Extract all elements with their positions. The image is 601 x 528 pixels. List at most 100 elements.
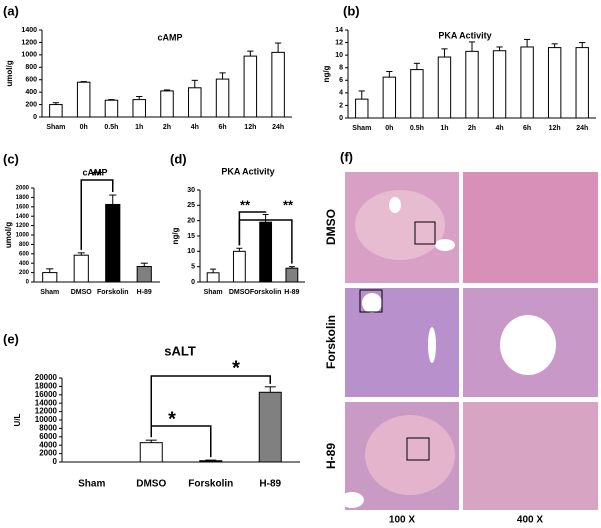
y-tick-label: 600 xyxy=(19,251,30,257)
image xyxy=(340,492,364,508)
y-tick-label: 200 xyxy=(25,101,37,108)
y-tick-label: 1200 xyxy=(21,39,37,46)
x-tick-label: 4h xyxy=(191,124,199,131)
image xyxy=(435,239,455,251)
panel-label: (b) xyxy=(343,3,360,18)
y-tick-label: 1600 xyxy=(16,204,30,210)
bar xyxy=(139,442,163,463)
histology-images xyxy=(340,172,598,510)
x-tick-label: 0h xyxy=(80,124,88,131)
x-tick-label: 6h xyxy=(523,125,531,132)
y-tick-label: 800 xyxy=(25,64,37,71)
y-tick-label: 10 xyxy=(187,248,195,255)
y-tick-label: 20 xyxy=(187,218,195,225)
y-tick-label: 14 xyxy=(335,27,343,34)
y-axis-label: umol/g xyxy=(4,222,13,248)
bar xyxy=(465,50,479,119)
y-tick-label: 14000 xyxy=(35,398,58,407)
x-tick-label: 24h xyxy=(272,124,284,131)
y-tick-label: 1400 xyxy=(16,214,30,220)
bar xyxy=(49,104,63,118)
x-tick-label: 24h xyxy=(576,125,588,132)
x-tick-label: 1h xyxy=(440,125,448,132)
y-tick-label: 1000 xyxy=(21,52,37,59)
bar xyxy=(206,272,220,283)
x-tick-label: H-89 xyxy=(137,289,152,296)
y-tick-label: 18000 xyxy=(35,382,58,391)
panel-label: (c) xyxy=(3,151,19,166)
chart-title: PKA Activity xyxy=(438,30,491,40)
x-tick-label: 2h xyxy=(468,125,476,132)
bar xyxy=(382,76,397,119)
chart-title: sALT xyxy=(164,343,196,358)
significance-bracket xyxy=(80,179,114,250)
x-tick-label: Forskolin xyxy=(97,289,129,296)
x-tick-label: 6h xyxy=(218,124,226,131)
image xyxy=(463,402,598,510)
x-tick-label: Sham xyxy=(352,125,371,132)
x-tick-label: Forskolin xyxy=(250,289,282,296)
image xyxy=(500,315,556,375)
bar xyxy=(132,99,146,118)
y-tick-label: 1800 xyxy=(16,195,30,201)
bar xyxy=(410,69,424,119)
row-label: Forskolin xyxy=(324,315,338,369)
y-tick-label: 400 xyxy=(19,261,30,267)
row-label: H-89 xyxy=(324,443,338,469)
bar xyxy=(271,51,285,118)
y-axis-label: ng/g xyxy=(171,227,180,244)
x-tick-label: 2h xyxy=(163,124,171,131)
bar xyxy=(259,221,273,283)
y-axis-label: U/L xyxy=(13,413,22,426)
image xyxy=(428,327,436,363)
y-tick-label: 0 xyxy=(26,280,30,286)
chart-title: cAMP xyxy=(157,32,182,42)
x-tick-label: Sham xyxy=(40,289,59,296)
x-tick-label: H-89 xyxy=(284,289,299,296)
x-tick-label: 12h xyxy=(244,124,256,131)
bar xyxy=(437,56,452,119)
y-tick-label: 2000 xyxy=(16,186,30,192)
y-tick-label: 6 xyxy=(339,77,343,84)
bar xyxy=(76,81,91,118)
column-label: 100 X xyxy=(389,515,415,526)
x-tick-label: 12h xyxy=(549,125,561,132)
y-tick-label: 8000 xyxy=(39,424,57,433)
bar xyxy=(258,391,282,463)
inset-box xyxy=(359,289,383,313)
y-tick-label: 2 xyxy=(339,102,343,109)
bar xyxy=(547,47,562,119)
image xyxy=(365,415,455,495)
y-tick-label: 10 xyxy=(335,52,343,59)
bar xyxy=(188,87,202,118)
bar xyxy=(199,460,223,463)
y-tick-label: 0 xyxy=(339,115,343,122)
y-axis-label: ng/g xyxy=(322,65,331,82)
panel-label: (e) xyxy=(3,331,19,346)
chart-title: PKA Activity xyxy=(221,166,274,176)
bar xyxy=(42,272,58,283)
bar xyxy=(575,47,589,119)
significance-label: * xyxy=(232,357,240,379)
y-tick-label: 30 xyxy=(187,187,195,194)
x-tick-label: Sham xyxy=(46,124,65,131)
inset-box xyxy=(414,221,436,245)
inset-box xyxy=(406,437,430,461)
y-tick-label: 4 xyxy=(339,90,343,97)
image xyxy=(362,293,382,313)
bar xyxy=(232,250,246,283)
x-tick-label: Forskolin xyxy=(188,479,233,490)
panel-label: (a) xyxy=(3,3,19,18)
y-tick-label: 15 xyxy=(187,233,195,240)
chart-title: cAMP xyxy=(82,167,107,177)
y-tick-label: 0 xyxy=(191,279,195,286)
y-tick-label: 800 xyxy=(19,242,30,248)
bar xyxy=(355,98,369,119)
image xyxy=(463,172,598,283)
bar xyxy=(105,203,121,283)
bar xyxy=(73,254,89,283)
image xyxy=(389,197,401,213)
y-tick-label: 0 xyxy=(33,114,37,121)
x-tick-label: DMSO xyxy=(136,479,166,490)
y-axis-label: umol/g xyxy=(5,60,14,86)
